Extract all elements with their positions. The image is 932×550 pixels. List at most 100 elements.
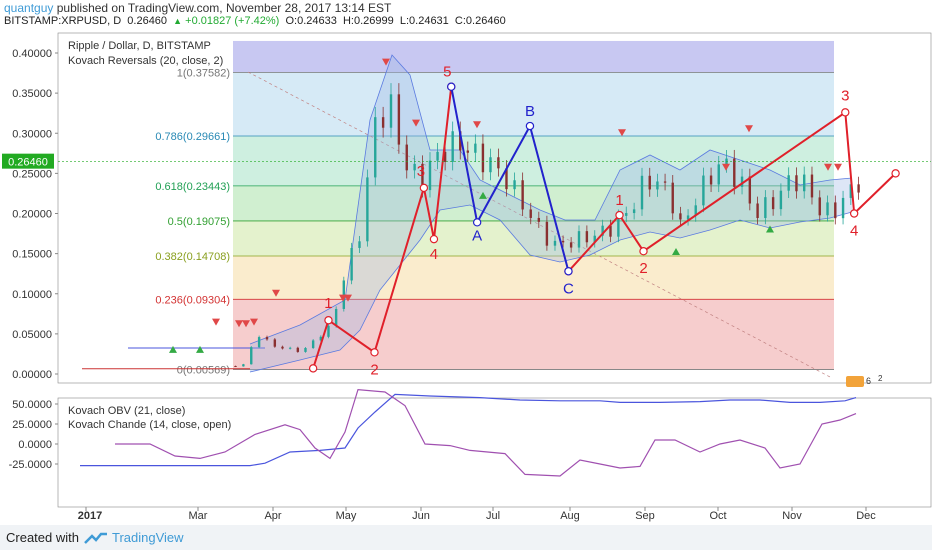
- candle-body: [826, 202, 829, 216]
- impulse-wave-2-line: [567, 110, 897, 272]
- impulse-wave-2-node: [849, 209, 859, 218]
- sub-y-tick-label: 25.0000: [12, 419, 52, 431]
- symbol-name: BITSTAMP:XRPUSD, D: [4, 15, 122, 27]
- y-tick-label: 0.35000: [12, 88, 52, 100]
- sell-signal-icon: [473, 121, 481, 129]
- sell-signal-icon: [745, 125, 753, 133]
- buy-signal-icon: [672, 248, 680, 256]
- candle-body: [625, 213, 628, 216]
- fib-label-0.618: 0.618(0.23443): [155, 181, 230, 193]
- sell-signal-icon: [250, 318, 258, 326]
- candle-body: [803, 174, 806, 192]
- x-tick-label: Nov: [782, 510, 802, 522]
- y-tick-label: 0.00000: [12, 369, 52, 381]
- y-tick-label: 0.15000: [12, 249, 52, 261]
- correction-wave-label: B: [525, 103, 535, 120]
- candle-body: [304, 347, 307, 352]
- sub-legend-chande: Kovach Chande (14, close, open): [68, 419, 231, 431]
- impulse-wave-1-node: [429, 234, 439, 244]
- tradingview-logo-icon: [84, 532, 107, 544]
- candle-body: [764, 197, 767, 219]
- ohlc-close: C:0.26460: [454, 15, 506, 27]
- impulse-wave-2-label: 1: [615, 192, 623, 209]
- candle-body: [327, 325, 330, 337]
- candle-body: [521, 180, 524, 210]
- sell-signal-icon: [272, 289, 280, 297]
- ohlc-low: L:0.24631: [399, 15, 449, 27]
- impulse-wave-2-node: [639, 247, 648, 256]
- candle-body: [679, 213, 682, 220]
- bollinger-lower: [249, 204, 853, 373]
- candle-body: [505, 168, 508, 190]
- correction-wave-abc-line: [450, 86, 570, 272]
- up-arrow-icon: ▲: [173, 16, 183, 26]
- bollinger-upper: [249, 54, 853, 345]
- candle-body: [381, 117, 385, 128]
- sell-signal-icon: [618, 129, 626, 137]
- sell-signal-icon: [382, 58, 390, 66]
- candle-body: [428, 160, 432, 191]
- impulse-wave-1-node: [370, 348, 379, 357]
- fib-zone-top: [233, 40, 834, 73]
- last-price-tag: [2, 153, 54, 169]
- candle-body: [795, 175, 798, 192]
- footer: Created with TradingView: [0, 525, 932, 550]
- candle-body: [810, 174, 814, 198]
- correction-wave-abc-node: [564, 267, 573, 276]
- candle-body: [281, 346, 284, 349]
- impulse-wave-1-label: 3: [417, 163, 425, 180]
- impulse-wave-2-node: [615, 210, 624, 220]
- fib-label-0.382: 0.382(0.14708): [155, 251, 230, 263]
- dashed-trendline: [247, 71, 833, 379]
- candle-body: [366, 177, 369, 242]
- impulse-wave-2-label: 3: [841, 87, 849, 104]
- candle-body: [818, 197, 821, 216]
- x-tick-label: Apr: [264, 510, 281, 522]
- candle-body: [640, 175, 644, 210]
- chart-header: quantguy published on TradingView.com, N…: [0, 0, 932, 30]
- candle-body: [787, 175, 790, 191]
- event-badge-label: 2: [878, 374, 883, 383]
- candle-body: [358, 241, 361, 248]
- publish-info: published on TradingView.com, November 2…: [53, 1, 392, 15]
- correction-wave-label: A: [472, 227, 482, 244]
- fib-label-0: 0(0.00569): [177, 364, 230, 376]
- candle-body: [513, 180, 516, 190]
- candle-body: [250, 347, 253, 365]
- candle-body: [319, 336, 323, 341]
- price-change: +0.01827 (+7.42%): [185, 15, 280, 27]
- candle-body: [609, 225, 612, 237]
- candle-body: [529, 209, 532, 218]
- tradingview-brand-link[interactable]: TradingView: [112, 530, 184, 545]
- event-badge-label: 6: [866, 376, 871, 386]
- candle-body: [413, 163, 416, 171]
- price-chart[interactable]: 0(0.00569) 0.236(0.09304) 0.382(0.14708) 0.…: [0, 30, 932, 525]
- candle-body: [561, 240, 565, 243]
- y-tick-label: 0.20000: [12, 209, 52, 221]
- fib-zone-0.236: [233, 255, 834, 300]
- candle-body: [265, 337, 269, 340]
- impulse-wave-1-label: 4: [430, 246, 438, 263]
- bollinger-fill: [250, 55, 852, 372]
- x-tick-label: Sep: [635, 510, 655, 522]
- sell-signal-icon: [212, 318, 220, 326]
- impulse-wave-2-label: 4: [850, 223, 858, 240]
- candle-body: [296, 347, 300, 352]
- impulse-wave-1-node: [419, 183, 429, 193]
- obv-series-line: [80, 393, 857, 467]
- candle-body: [459, 131, 462, 151]
- candle-body: [717, 164, 720, 185]
- fib-zone-0: [233, 299, 834, 370]
- x-tick-label: Dec: [856, 510, 876, 522]
- candle-body: [443, 151, 447, 162]
- candle-body: [405, 144, 408, 171]
- ohlc-high: H:0.26999: [342, 15, 394, 27]
- sub-y-tick-label: 0.0000: [18, 439, 52, 451]
- fib-zone-0.382: [233, 220, 834, 256]
- candle-body: [849, 184, 853, 198]
- y-tick-label: 0.10000: [12, 289, 52, 301]
- correction-wave-abc-node: [447, 82, 456, 91]
- author-link[interactable]: quantguy: [4, 1, 54, 15]
- chande-series-line: [115, 388, 857, 477]
- candle-body: [374, 117, 377, 178]
